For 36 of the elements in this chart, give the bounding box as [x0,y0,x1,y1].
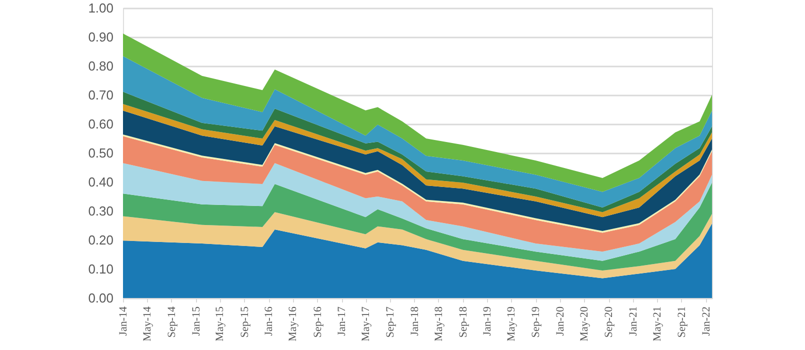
x-tick-label: Sep-14 [166,306,178,338]
x-tick-label: May-19 [506,306,518,342]
x-tick-label: Sep-19 [530,306,542,338]
y-tick-label: 0.10 [88,262,114,276]
y-tick-label: 0.50 [88,146,114,160]
y-tick-label: 0.70 [88,88,114,102]
x-tick-label: Jan-21 [628,306,640,336]
y-tick-label: 0.00 [88,290,114,306]
x-tick-label: Jan-20 [554,306,567,336]
x-tick-label: May-18 [432,306,445,342]
y-tick-label: 0.30 [88,204,114,218]
x-tick-label: Sep-20 [603,306,616,338]
x-tick-label: May-17 [360,306,372,342]
x-tick-label: Jan-19 [482,306,494,336]
x-tick-label: Sep-21 [676,306,688,338]
x-tick-label: Jan-14 [118,306,130,336]
x-tick-label: May-16 [287,306,300,342]
x-tick-label: May-15 [214,306,226,342]
x-tick-label: Jan-15 [190,306,202,336]
x-tick-label: May-20 [578,306,591,342]
x-tick-label: Sep-15 [238,306,251,338]
x-tick-label: Sep-18 [457,306,470,338]
y-tick-label: 0.40 [88,174,114,190]
y-tick-label: 0.80 [88,58,114,74]
x-tick-label: Sep-16 [312,306,324,338]
y-tick-label: 0.60 [88,116,114,132]
x-tick-label: May-14 [141,306,154,342]
x-tick-label: Sep-17 [384,306,397,338]
x-tick-label: Jan-18 [408,306,421,336]
y-tick-label: 0.90 [88,30,114,44]
x-tick-label: Jan-22 [700,306,712,336]
y-tick-label: 1.00 [88,0,114,16]
y-tick-label: 0.20 [88,232,114,248]
x-tick-label: Jan-17 [336,306,348,336]
x-tick-label: Jan-16 [263,306,276,336]
x-tick-label: May-21 [651,306,664,342]
